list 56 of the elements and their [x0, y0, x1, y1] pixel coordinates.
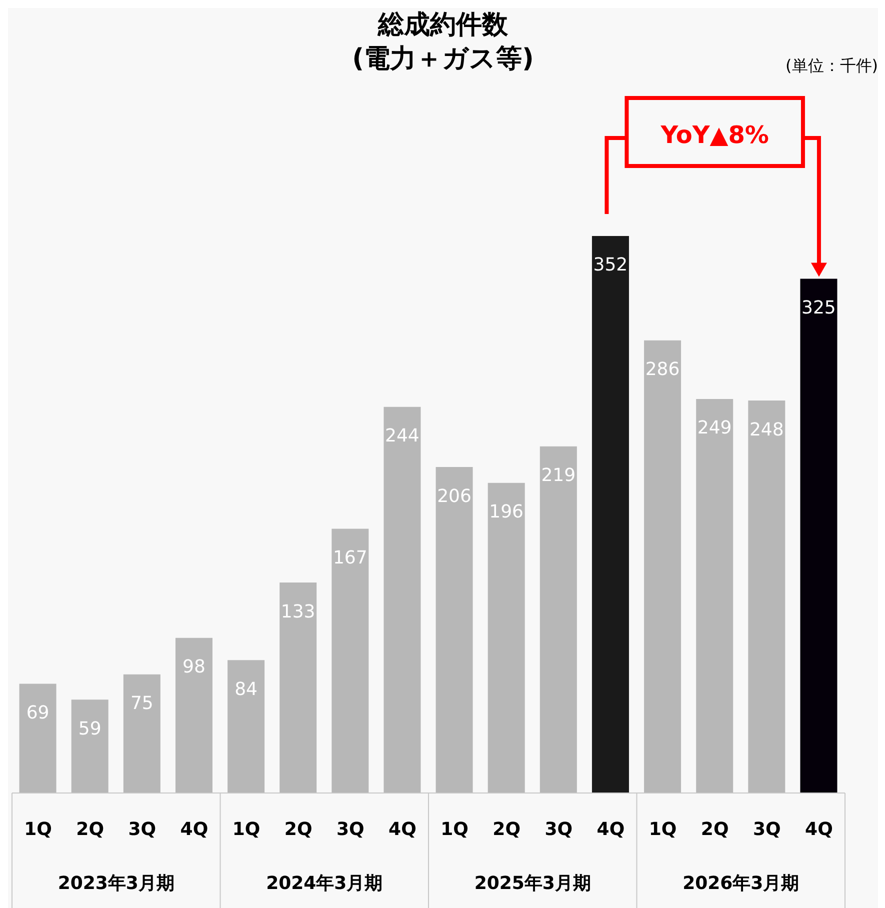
chart-subtitle: (電力＋ガス等) [352, 44, 534, 74]
bar [748, 400, 786, 793]
data-label: 325 [802, 297, 836, 318]
data-label: 69 [26, 702, 50, 724]
text: (単位：千件) [786, 56, 878, 77]
x-tick-label: 3Q [544, 819, 573, 840]
x-tick-label: 1Q [440, 819, 468, 840]
text: YoY▲8% [660, 121, 769, 149]
data-label: 59 [78, 718, 102, 740]
x-tick-label: 1Q [24, 819, 52, 840]
data-label: 196 [489, 502, 524, 523]
text: 2023年3月期 [58, 873, 174, 894]
data-label: 249 [697, 418, 732, 439]
x-tick-label: 1Q [648, 819, 677, 840]
bar [800, 278, 838, 793]
bar [123, 674, 160, 793]
data-label: 248 [749, 419, 784, 440]
data-label: 286 [645, 359, 680, 380]
x-tick-label: 4Q [596, 819, 625, 840]
data-label: 206 [437, 486, 472, 507]
bar [19, 684, 56, 793]
x-tick-label: 4Q [388, 819, 416, 840]
bar [488, 482, 525, 793]
x-tick-label: 2Q [492, 819, 521, 840]
data-label: 84 [234, 678, 258, 700]
bar [280, 582, 317, 793]
data-label: 98 [182, 656, 206, 678]
bar [384, 406, 421, 793]
bar [332, 528, 369, 793]
bar [228, 660, 265, 793]
bar [696, 398, 734, 793]
x-tick-label: 4Q [180, 819, 208, 840]
bar [175, 638, 212, 793]
x-tick-label: 3Q [128, 819, 156, 840]
x-tick-label: 3Q [752, 819, 781, 840]
data-label: 133 [280, 601, 316, 622]
x-tick-label: 2Q [76, 819, 104, 840]
bar [71, 700, 108, 793]
data-label: 219 [541, 465, 576, 486]
chart-title: 総成約件数 [376, 9, 509, 42]
bar [436, 467, 473, 793]
data-label: 75 [130, 693, 154, 714]
x-tick-label: 2Q [284, 819, 312, 840]
text: 2025年3月期 [474, 873, 591, 894]
x-tick-label: 2Q [700, 819, 729, 840]
x-tick-label: 3Q [336, 819, 364, 840]
x-tick-label: 1Q [232, 819, 260, 840]
x-tick-label: 4Q [805, 819, 833, 840]
text: 2024年3月期 [266, 873, 383, 894]
bar [592, 236, 629, 793]
text: 2026年3月期 [682, 873, 800, 894]
bar [540, 446, 577, 793]
data-label: 244 [385, 426, 420, 447]
bar [644, 340, 682, 793]
data-label: 167 [332, 548, 368, 569]
data-label: 352 [593, 254, 628, 276]
